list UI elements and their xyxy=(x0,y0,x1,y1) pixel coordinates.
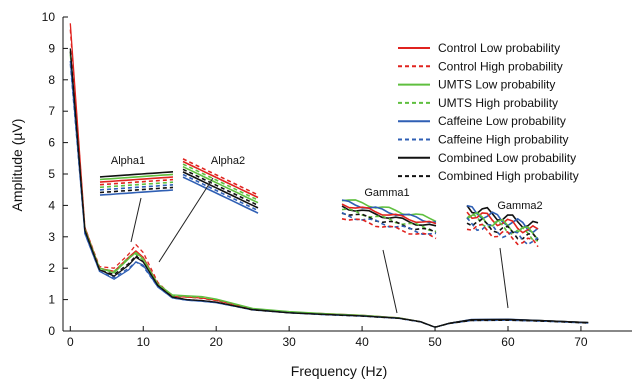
legend-label: UMTS High probability xyxy=(438,96,558,110)
y-tick-label: 0 xyxy=(48,324,55,338)
x-tick-label: 60 xyxy=(501,335,515,349)
inset-line xyxy=(99,176,174,183)
legend-label: Caffeine High probability xyxy=(438,133,569,147)
legend-label: Combined Low probability xyxy=(438,151,576,165)
legend: Control Low probability Control High prob… xyxy=(398,41,579,183)
series-line-7 xyxy=(69,51,589,328)
inset-alpha1 xyxy=(99,171,174,196)
x-tick-label: 20 xyxy=(210,335,224,349)
inset-gamma2 xyxy=(466,204,539,248)
inset-line xyxy=(182,160,259,199)
x-axis-title: Frequency (Hz) xyxy=(291,363,387,379)
inset-line xyxy=(99,178,174,186)
legend-label: Control High probability xyxy=(438,59,563,73)
inset-line xyxy=(466,218,539,241)
y-tick-label: 6 xyxy=(48,136,55,150)
inset-line xyxy=(466,213,539,242)
y-tick-label: 9 xyxy=(48,41,55,55)
x-tick-label: 70 xyxy=(574,335,588,349)
inset-line xyxy=(99,189,174,196)
inset-line xyxy=(341,212,437,234)
inset-line xyxy=(99,184,174,191)
legend-item-6: Combined Low probability xyxy=(398,151,576,165)
inset-line xyxy=(99,173,174,181)
legend-item-0: Control Low probability xyxy=(398,41,560,55)
legend-label: Caffeine Low probability xyxy=(438,114,566,128)
inset-gamma1 xyxy=(341,199,437,240)
inset-line xyxy=(341,205,437,227)
inset-line xyxy=(466,211,539,241)
inset-line xyxy=(466,223,539,248)
inset-line xyxy=(182,165,259,204)
leader-line xyxy=(382,249,398,314)
inset-line xyxy=(341,199,437,223)
inset-line xyxy=(341,218,437,240)
annotation-alpha1: Alpha1 xyxy=(111,155,145,167)
y-tick-label: 10 xyxy=(42,10,56,24)
y-tick-label: 2 xyxy=(48,261,55,275)
x-tick-label: 40 xyxy=(355,335,369,349)
inset-line xyxy=(341,208,437,233)
leader-line xyxy=(130,197,142,243)
x-tick-label: 10 xyxy=(137,335,151,349)
x-tick-label: 30 xyxy=(282,335,296,349)
legend-item-4: Caffeine Low probability xyxy=(398,114,566,128)
legend-label: Combined High probability xyxy=(438,169,579,183)
band-annotations: Alpha1 Alpha2 Gamma1 Gamma2 xyxy=(111,155,543,314)
inset-zooms xyxy=(99,158,539,248)
y-axis-title: Amplitude (µV) xyxy=(9,119,25,212)
inset-alpha2 xyxy=(182,158,259,214)
series-line-2 xyxy=(69,51,589,328)
series-line-3 xyxy=(69,54,589,328)
annotation-gamma2: Gamma2 xyxy=(497,200,542,212)
inset-line xyxy=(341,203,437,225)
y-tick-label: 3 xyxy=(48,230,55,244)
inset-line xyxy=(466,217,539,246)
inset-line xyxy=(466,211,539,234)
y-tick-label: 1 xyxy=(48,293,55,307)
x-tick-label: 50 xyxy=(428,335,442,349)
y-tick-label: 4 xyxy=(48,198,55,212)
inset-line xyxy=(341,199,437,224)
annotation-gamma1: Gamma1 xyxy=(364,187,409,199)
leader-line xyxy=(499,247,509,309)
annotation-alpha2: Alpha2 xyxy=(211,155,245,167)
legend-item-5: Caffeine High probability xyxy=(398,133,569,147)
axes: 0 10 20 30 40 50 60 70 0 1 2 3 4 5 6 7 8 9 10 xyxy=(42,10,632,349)
inset-line xyxy=(182,171,259,209)
y-tick-label: 7 xyxy=(48,104,55,118)
legend-item-3: UMTS High probability xyxy=(398,96,558,110)
y-tick-label: 5 xyxy=(48,167,55,181)
y-tick-label: 8 xyxy=(48,73,55,87)
legend-item-2: UMTS Low probability xyxy=(398,78,555,92)
inset-line xyxy=(99,181,174,189)
leader-line xyxy=(158,177,214,263)
legend-item-7: Combined High probability xyxy=(398,169,579,183)
inset-line xyxy=(99,171,174,178)
legend-label: UMTS Low probability xyxy=(438,78,555,92)
legend-item-1: Control High probability xyxy=(398,59,563,73)
series-layer xyxy=(69,23,589,328)
inset-line xyxy=(182,168,259,207)
x-tick-label: 0 xyxy=(67,335,74,349)
inset-line xyxy=(182,176,259,214)
legend-label: Control Low probability xyxy=(438,41,560,55)
inset-line xyxy=(99,186,174,194)
